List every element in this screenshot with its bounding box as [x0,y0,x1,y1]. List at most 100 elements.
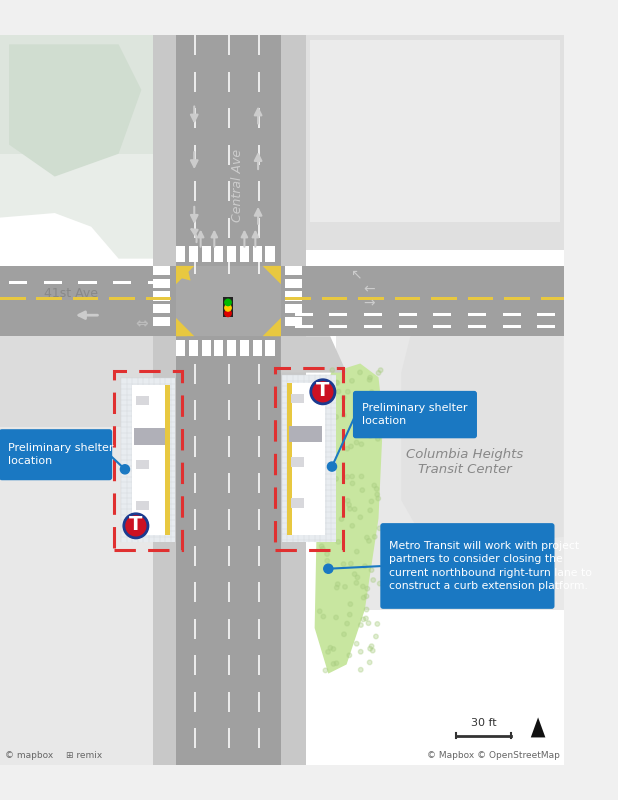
Bar [240,340,249,356]
Circle shape [361,617,366,622]
Bar [502,326,521,328]
Circle shape [376,437,380,441]
Bar [136,396,149,406]
Circle shape [350,481,355,486]
Text: →: → [363,297,375,311]
Circle shape [336,539,341,544]
Bar [0,35,153,154]
Circle shape [347,653,352,658]
Text: 30 ft: 30 ft [470,718,496,728]
Bar [433,314,451,316]
Circle shape [363,564,367,568]
Circle shape [324,430,329,435]
Circle shape [376,496,381,501]
Bar [0,266,564,336]
Bar [194,655,196,675]
Circle shape [329,535,333,540]
Circle shape [121,465,130,474]
Bar [537,326,556,328]
Text: Columbia Heights
Transit Center: Columbia Heights Transit Center [407,448,523,476]
Circle shape [355,575,360,580]
Bar [258,510,260,530]
Bar [258,473,260,493]
Bar [113,282,132,284]
Circle shape [369,568,374,572]
Bar [153,266,169,275]
Circle shape [330,398,335,402]
Circle shape [324,564,333,574]
Circle shape [335,381,340,386]
Circle shape [362,416,366,421]
Circle shape [321,614,326,619]
Circle shape [358,515,363,519]
Bar [194,400,196,420]
Circle shape [320,430,324,435]
Bar [502,314,521,316]
Circle shape [362,595,366,600]
Bar [73,297,98,300]
Bar [228,582,230,602]
Circle shape [326,437,330,442]
Bar [153,291,169,301]
Polygon shape [176,266,194,284]
Bar [194,473,196,493]
Circle shape [370,390,374,394]
Bar [228,218,230,238]
Bar [295,314,313,316]
Circle shape [321,546,325,551]
Bar [228,108,230,128]
Bar [433,326,451,328]
Circle shape [225,305,231,311]
Bar [109,297,135,300]
Bar [258,363,260,383]
Bar [228,35,230,55]
Bar [134,428,165,445]
Circle shape [325,467,329,472]
Circle shape [373,430,377,434]
Circle shape [342,632,346,637]
Circle shape [367,660,372,665]
Circle shape [225,310,231,317]
Circle shape [350,378,354,383]
Bar [194,546,196,566]
Bar [258,437,260,457]
FancyBboxPatch shape [353,391,477,438]
Circle shape [334,380,339,385]
Circle shape [378,368,383,373]
Bar [188,340,198,356]
Bar [228,473,230,493]
Bar [0,336,153,427]
Polygon shape [9,44,142,177]
Bar [253,340,262,356]
Circle shape [356,395,361,399]
Bar [364,326,382,328]
Polygon shape [401,336,564,546]
Bar [0,297,25,300]
Circle shape [322,457,326,462]
Polygon shape [270,266,281,277]
Bar [194,510,196,530]
Circle shape [355,550,359,554]
Circle shape [123,513,149,538]
Polygon shape [263,266,281,284]
Circle shape [323,668,328,673]
Bar [194,108,196,128]
Circle shape [316,494,321,498]
Bar [258,145,260,165]
Bar [289,426,322,442]
Bar [194,728,196,748]
Bar [132,386,169,535]
Bar [194,254,196,274]
Circle shape [327,500,332,505]
Bar [224,297,232,317]
Bar [228,437,230,457]
Bar [258,400,260,420]
Bar [176,266,281,336]
Bar [265,246,274,262]
Bar [258,619,260,639]
Bar [258,728,260,748]
Circle shape [364,594,369,598]
Circle shape [379,398,383,403]
Bar [364,314,382,316]
Circle shape [330,368,335,372]
